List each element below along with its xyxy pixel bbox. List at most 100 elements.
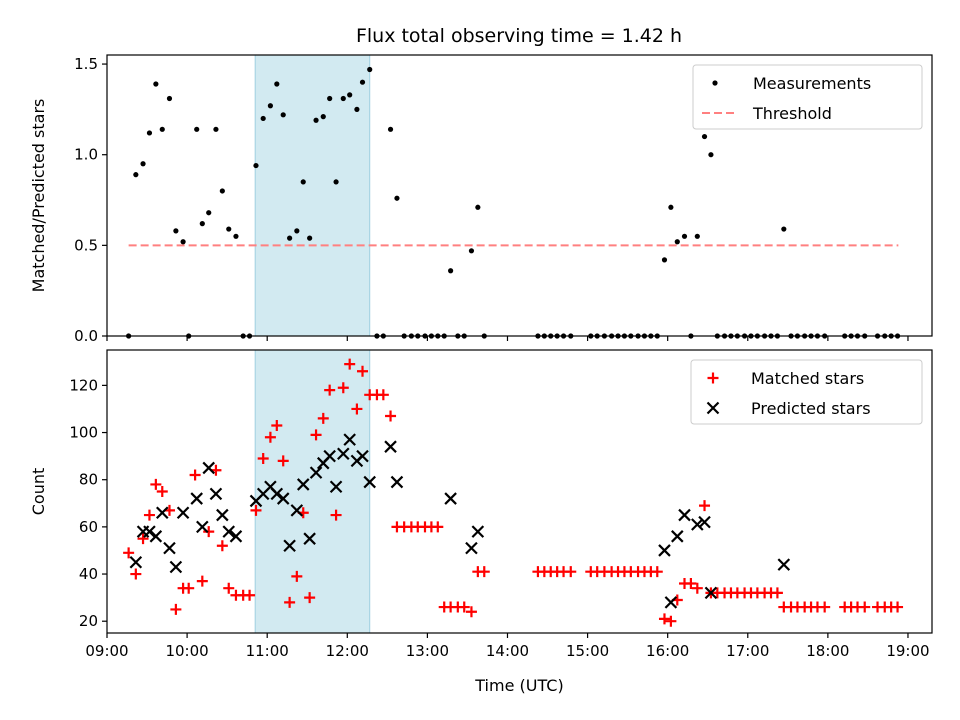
- data-point: [384, 440, 397, 453]
- data-point: [216, 508, 229, 522]
- data-point: [344, 358, 356, 370]
- top-y-tick-label: 1.5: [74, 55, 98, 73]
- bottom-series-predicted-stars: [129, 433, 791, 609]
- data-point: [363, 475, 376, 489]
- data-point: [691, 582, 703, 594]
- bottom-x-tick-label: 09:00: [85, 642, 128, 660]
- bottom-x-tick-label: 10:00: [165, 642, 208, 660]
- data-point: [244, 589, 256, 601]
- bottom-y-tick-label: 120: [69, 376, 98, 394]
- data-point: [226, 226, 232, 232]
- data-point: [159, 126, 165, 132]
- data-point: [329, 480, 343, 494]
- top-y-tick-label: 0.0: [74, 327, 98, 345]
- data-point: [169, 560, 183, 574]
- data-point: [190, 492, 203, 505]
- data-point: [668, 204, 674, 210]
- data-point: [137, 533, 149, 545]
- data-point: [203, 526, 215, 538]
- data-point: [280, 112, 286, 118]
- data-point: [340, 95, 346, 102]
- data-point: [123, 547, 135, 559]
- data-point: [307, 235, 313, 241]
- data-point: [140, 161, 146, 167]
- data-point: [287, 235, 293, 241]
- data-point: [304, 592, 316, 604]
- legend-box: [690, 359, 923, 425]
- data-point: [324, 384, 336, 396]
- data-point: [347, 92, 353, 98]
- data-point: [166, 95, 173, 102]
- data-point: [290, 504, 304, 517]
- bottom-series-matched-stars: [123, 358, 904, 627]
- data-point: [130, 568, 142, 580]
- data-point: [681, 233, 688, 239]
- data-point: [276, 492, 290, 505]
- data-point: [327, 95, 333, 102]
- data-point: [651, 566, 663, 578]
- data-point: [300, 179, 306, 185]
- data-point: [377, 389, 389, 401]
- data-point: [458, 601, 470, 613]
- bottom-panel-counts: 20 40 60 80 100 120 09:00 10:00 11:00 12:00 13:00 1…: [29, 349, 933, 695]
- data-point: [694, 233, 700, 239]
- data-point: [233, 233, 239, 239]
- data-point: [448, 268, 454, 274]
- data-point: [153, 81, 159, 87]
- data-point: [664, 596, 678, 609]
- data-point: [223, 582, 235, 594]
- data-point: [390, 475, 404, 489]
- data-point: [149, 530, 163, 543]
- data-point: [781, 226, 787, 232]
- data-point: [471, 525, 485, 538]
- data-point: [685, 577, 697, 589]
- data-point: [323, 449, 336, 463]
- top-panel-ratio: 0.0 0.5 1.0 1.5 Matched/Predicted stars Measu…: [29, 54, 933, 345]
- chart-title: Flux total observing time = 1.42 h: [356, 25, 682, 47]
- data-point: [691, 518, 704, 531]
- data-point: [665, 615, 677, 627]
- data-point: [337, 382, 349, 394]
- data-point: [189, 469, 201, 481]
- bottom-x-tick-label: 15:00: [566, 642, 609, 660]
- data-point: [196, 575, 208, 587]
- data-point: [698, 515, 711, 529]
- data-point: [320, 114, 326, 120]
- data-point: [478, 566, 490, 578]
- data-point: [199, 221, 205, 227]
- legend-marker: [707, 372, 719, 384]
- bottom-y-axis-label: Count: [29, 468, 48, 516]
- data-point: [465, 541, 478, 555]
- data-point: [216, 540, 228, 552]
- data-point: [671, 530, 684, 543]
- data-point: [468, 248, 475, 254]
- data-point: [661, 257, 668, 263]
- bottom-y-tick-label: 60: [79, 518, 98, 536]
- data-point: [283, 539, 296, 553]
- data-point: [264, 431, 276, 443]
- legend-label: Matched stars: [751, 369, 864, 388]
- data-point: [333, 179, 339, 185]
- data-point: [196, 520, 209, 534]
- legend-marker: [712, 80, 718, 86]
- data-point: [330, 509, 342, 521]
- data-point: [359, 79, 366, 85]
- data-point: [444, 492, 457, 505]
- data-point: [260, 115, 266, 122]
- data-point: [176, 506, 190, 520]
- data-point: [351, 403, 363, 415]
- bottom-legend: Matched stars Predicted stars: [690, 359, 923, 425]
- data-point: [394, 195, 400, 201]
- bottom-axes-frame: [106, 349, 933, 634]
- top-y-axis-label: Matched/Predicted stars: [29, 99, 48, 293]
- bottom-x-tick-label: 12:00: [326, 642, 369, 660]
- data-point: [465, 606, 477, 618]
- data-point: [310, 429, 322, 441]
- data-point: [209, 487, 223, 501]
- data-point: [146, 130, 153, 136]
- bottom-x-axis-label: Time (UTC): [474, 676, 563, 695]
- data-point: [432, 521, 444, 533]
- legend-marker: [706, 401, 720, 415]
- data-point: [133, 172, 139, 178]
